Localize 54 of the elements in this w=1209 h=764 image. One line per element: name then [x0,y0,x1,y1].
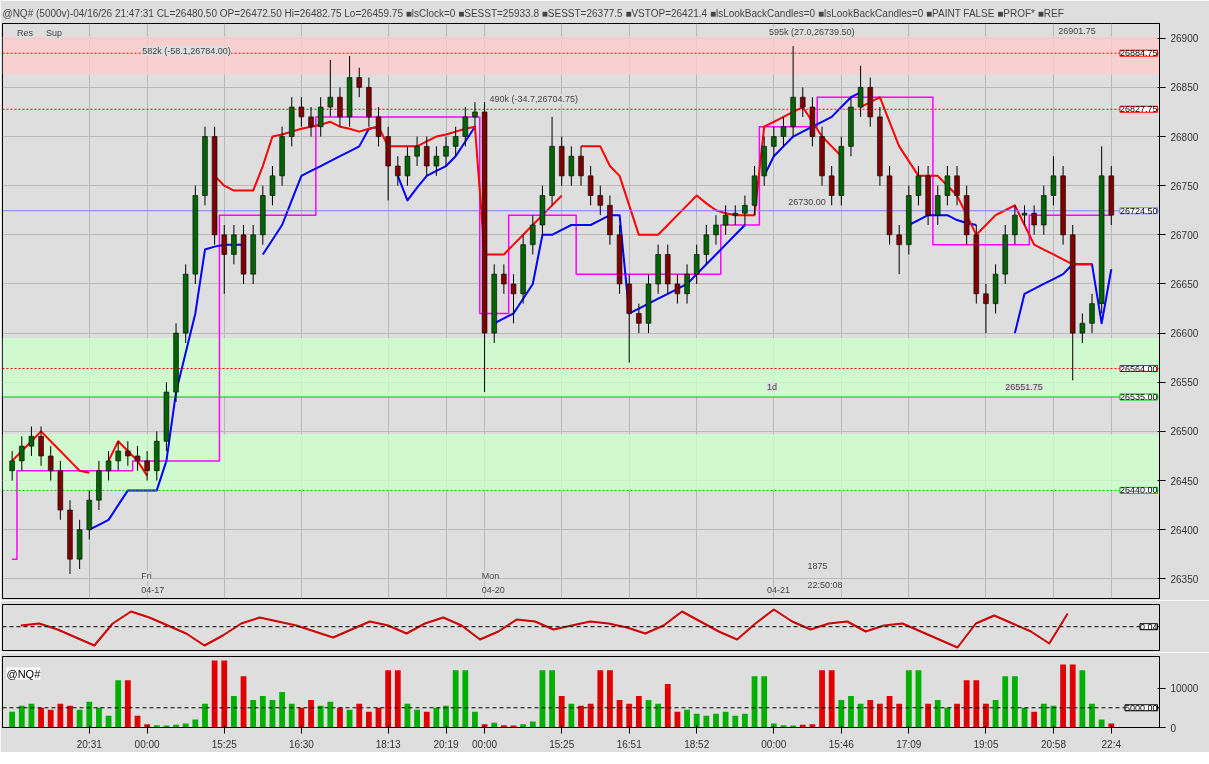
chart-title: @NQ# (5000v)-04/16/26 21:47:31 CL=26480.50 OP=26472.50 Hi=26482.75 Lo=26459.75 ■lsClock=0 ■SESST=25933.8 ■SESST=26377.5 ■VSTOP=26421.4 ■lsLookBackCandles=0 ■lsLookBackCandles=0 ■PAINT FALSE ■PROF* ■REF [2,7,1064,19]
y-tick-label: 26400 [1170,524,1199,536]
x-tick-label: 22:4 [1101,738,1122,750]
annotation: Mon [481,570,500,581]
x-tick-label: 19:05 [973,738,999,750]
annotation: Fri [141,570,152,581]
annotation: 1d [767,382,778,393]
x-tick-label: 16:30 [288,738,315,750]
ref-line-label: 26564.00 [1119,363,1158,374]
y-tick-label: 0 [1170,722,1177,734]
x-tick-label: 18:13 [375,738,402,750]
x-tick-label: 17:09 [896,738,922,750]
x-tick-label: 18:52 [684,738,710,750]
x-tick-label: 20:58 [1040,738,1067,750]
annotation: 22:50:08 [807,579,843,590]
annotation: 04-20 [481,584,505,595]
y-tick-label: 26900 [1170,33,1199,45]
x-tick-label: 15:46 [828,738,855,750]
annotation: 26551.75 [1005,382,1043,393]
ref-line-label: 26440.00 [1119,485,1158,496]
y-tick-label: 26500 [1170,426,1199,438]
x-tick-label: 00:00 [472,738,498,750]
annotation: Res [16,28,34,39]
y-tick-label: 26750 [1170,180,1199,192]
annotation: @NQ# [6,667,42,680]
y-tick-label: 26650 [1170,278,1199,290]
x-tick-label: 20:31 [76,738,103,750]
y-tick-label: 26350 [1170,573,1199,585]
y-tick-label: 26850 [1170,82,1199,94]
y-tick-label: 26550 [1170,377,1199,389]
ref-line-label: 26884.75 [1119,48,1158,59]
annotation: 04-17 [141,584,165,595]
x-tick-label: 20:19 [433,738,459,750]
y-tick-label: 10000 [1170,683,1199,695]
y-tick-label: 26800 [1170,131,1199,143]
annotation: 582k (-58.1,26784.00) [142,46,231,57]
x-tick-label: 00:00 [761,738,787,750]
ref-line-label: 26724.50 [1119,205,1158,216]
y-tick-label: 26700 [1170,229,1199,241]
annotation: Sup [45,28,62,39]
ref-line-label: 26535.00 [1119,392,1158,402]
ref-line-label: 26827.75 [1119,104,1158,115]
annotation: 04-21 [767,584,791,595]
x-tick-label: 15:25 [211,738,238,750]
x-tick-label: 15:25 [549,738,575,750]
y-tick-label: 26600 [1170,328,1199,340]
y-tick-label: 26450 [1170,475,1199,487]
x-tick-label: 00:00 [134,738,161,750]
annotation: 26901.75 [1058,26,1096,37]
x-tick-label: 16:51 [616,738,643,750]
annotation: 595k (27.0,26739.50) [769,27,855,38]
annotation: 1875 [807,561,828,572]
annotation: 490k (-34.7,26704.75) [489,94,578,105]
annotation: 26730.00 [788,197,826,208]
